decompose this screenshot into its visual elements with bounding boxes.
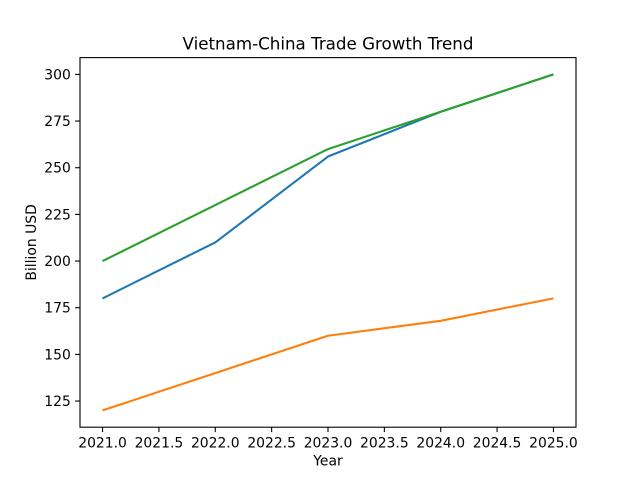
x-tick-label: 2021.5 bbox=[135, 436, 184, 452]
y-tick-label: 175 bbox=[44, 301, 71, 317]
y-axis-label: Billion USD bbox=[24, 204, 40, 280]
x-tick-label: 2023.5 bbox=[360, 436, 409, 452]
y-tick-label: 150 bbox=[44, 347, 71, 363]
x-tick-label: 2023.0 bbox=[304, 436, 353, 452]
y-tick-label: 225 bbox=[44, 207, 71, 223]
x-tick-label: 2021.0 bbox=[78, 436, 127, 452]
chart-title: Vietnam-China Trade Growth Trend bbox=[183, 34, 474, 54]
x-tick-label: 2022.5 bbox=[247, 436, 296, 452]
x-tick-label: 2024.0 bbox=[416, 436, 465, 452]
y-tick-label: 275 bbox=[44, 114, 71, 130]
series-line-orange bbox=[102, 297, 554, 412]
plot-area: 2021.0 2021.5 2022.0 2022.5 2023.0 2023.5 2024… bbox=[44, 57, 578, 452]
series-line-green bbox=[102, 73, 554, 263]
x-tick-label: 2022.0 bbox=[191, 436, 240, 452]
x-axis-label: Year bbox=[312, 454, 343, 470]
series-line-blue bbox=[102, 73, 554, 300]
y-tick-label: 125 bbox=[44, 394, 71, 410]
y-tick-label: 250 bbox=[44, 161, 71, 177]
plot-border bbox=[79, 57, 577, 428]
y-tick-label: 300 bbox=[44, 67, 71, 83]
x-tick-label: 2025.0 bbox=[529, 436, 578, 452]
x-tick-label: 2024.5 bbox=[473, 436, 522, 452]
y-tick-label: 200 bbox=[44, 254, 71, 270]
